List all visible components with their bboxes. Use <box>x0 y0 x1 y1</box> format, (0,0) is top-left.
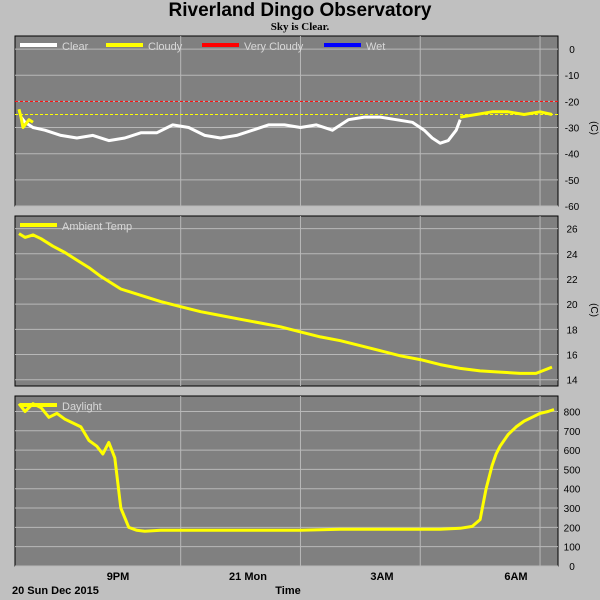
y-tick-label: 0 <box>569 562 575 573</box>
daylight-plot-area <box>14 395 559 567</box>
y-tick-label: 16 <box>566 351 578 362</box>
series-line-clear <box>19 115 462 145</box>
sky-temp-series <box>17 108 553 145</box>
series-line-cloudy <box>17 108 34 129</box>
y-tick-label: -50 <box>565 176 580 187</box>
chart-title: Riverland Dingo Observatory <box>168 0 432 21</box>
date-label: 20 Sun Dec 2015 <box>12 585 99 597</box>
legend-label-daylight: Daylight <box>62 401 102 413</box>
sky-temp-legend: Clear Cloudy Very Cloudy Wet <box>20 41 385 53</box>
y-tick-label: 700 <box>564 427 581 438</box>
legend-label-ambient-temp: Ambient Temp <box>62 221 132 233</box>
x-axis-title: Time <box>275 585 300 597</box>
ambient-temp-y-ticks: 26 24 22 20 18 16 14 <box>566 225 578 387</box>
legend-swatch-cloudy <box>106 43 143 47</box>
y-tick-label: 500 <box>564 465 581 476</box>
y-tick-label: 800 <box>564 407 581 418</box>
legend-label-wet: Wet <box>366 41 385 53</box>
y-tick-label: 300 <box>564 504 581 515</box>
sky-temp-y-ticks: 0 -10 -20 -30 -40 -50 -60 <box>565 45 580 213</box>
y-tick-label: 20 <box>566 300 578 311</box>
series-line-cloudy <box>459 110 553 119</box>
ambient-temp-plot-area <box>14 215 559 387</box>
ambient-temp-panel: 26 24 22 20 18 16 14 Ambient Temp (C) <box>14 215 599 387</box>
legend-label-clear: Clear <box>62 41 89 53</box>
legend-swatch-clear <box>20 43 57 47</box>
y-tick-label: -60 <box>565 202 580 213</box>
x-tick-label-3am: 3AM <box>370 571 393 583</box>
legend-label-very-cloudy: Very Cloudy <box>244 41 304 53</box>
x-axis: 9PM 21 Mon 3AM 6AM 20 Sun Dec 2015 Time <box>12 571 528 597</box>
sky-temp-plot-area <box>14 35 559 207</box>
sky-temp-panel: 0 -10 -20 -30 -40 -50 -60 Clear Cloudy Very Cl… <box>14 35 599 213</box>
daylight-legend: Daylight <box>20 401 102 413</box>
y-tick-label: -10 <box>565 71 580 82</box>
y-tick-label: 400 <box>564 485 581 496</box>
legend-swatch-ambient-temp <box>20 223 57 227</box>
y-tick-label: 18 <box>566 325 578 336</box>
y-tick-label: 100 <box>564 543 581 554</box>
daylight-y-ticks: 800 700 600 500 400 300 200 100 0 <box>564 407 581 573</box>
legend-swatch-wet <box>324 43 361 47</box>
y-tick-label: -40 <box>565 150 580 161</box>
y-tick-label: 0 <box>569 45 575 56</box>
y-tick-label: 600 <box>564 446 581 457</box>
y-tick-label: -20 <box>565 97 580 108</box>
x-tick-label-21-mon: 21 Mon <box>229 571 267 583</box>
daylight-panel: 800 700 600 500 400 300 200 100 0 Daylight <box>14 395 581 573</box>
y-tick-label: -30 <box>565 124 580 135</box>
y-tick-label: 22 <box>566 275 578 286</box>
daylight-series <box>17 402 555 533</box>
y-tick-label: 24 <box>566 250 578 261</box>
series-line-daylight <box>17 402 555 533</box>
ambient-temp-legend: Ambient Temp <box>20 221 132 233</box>
ambient-temp-y-unit: (C) <box>588 303 599 317</box>
legend-swatch-very-cloudy <box>202 43 239 47</box>
sky-status-subtitle: Sky is Clear. <box>270 21 330 33</box>
y-tick-label: 200 <box>564 523 581 534</box>
y-tick-label: 26 <box>566 225 578 236</box>
series-line-ambient-temp <box>18 232 553 375</box>
ambient-temp-series <box>18 232 553 375</box>
x-tick-label-9pm: 9PM <box>107 571 130 583</box>
y-tick-label: 14 <box>566 376 578 387</box>
legend-label-cloudy: Cloudy <box>148 41 183 53</box>
x-tick-label-6am: 6AM <box>504 571 527 583</box>
sky-temp-y-unit: (C) <box>588 121 599 135</box>
legend-swatch-daylight <box>20 403 57 407</box>
